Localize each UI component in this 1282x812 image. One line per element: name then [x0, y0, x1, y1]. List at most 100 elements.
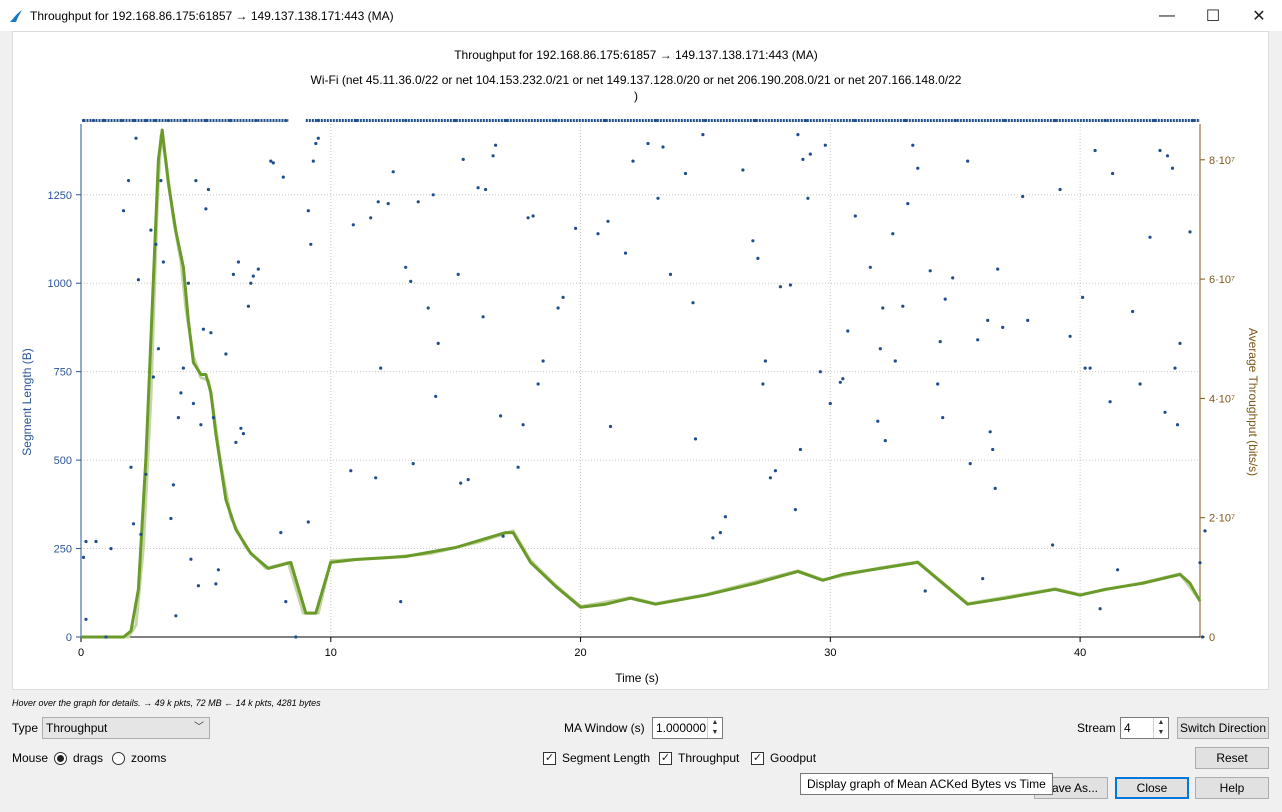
- drags-radio[interactable]: [54, 752, 67, 765]
- segment-point: [891, 232, 895, 236]
- throughput-checkbox[interactable]: ✓: [659, 752, 672, 765]
- segment-point: [976, 338, 980, 342]
- segment-point: [554, 118, 558, 123]
- segment-point: [561, 295, 565, 299]
- segment-point: [966, 159, 970, 163]
- segment-point: [434, 394, 438, 398]
- chevron-down-icon: ﹀: [194, 722, 204, 733]
- segment-point: [279, 531, 283, 535]
- segment-point: [109, 547, 113, 551]
- segment-point: [788, 283, 793, 287]
- segment-point: [306, 209, 310, 213]
- graph-title: Throughput for 192.168.86.175:61857 → 14…: [454, 48, 818, 62]
- spin-arrows-icon[interactable]: ▲ ▼: [707, 718, 722, 738]
- graph-subtitle-line2: ): [634, 89, 638, 103]
- ma-window-spinbox[interactable]: 1.000000 ▲ ▼: [652, 717, 723, 739]
- throughput-chart[interactable]: Throughput for 192.168.86.175:61857 → 14…: [13, 32, 1268, 689]
- segment-point: [981, 577, 985, 581]
- segment-point: [903, 118, 907, 123]
- stream-label: Stream: [1077, 721, 1116, 735]
- segment-point: [269, 159, 273, 163]
- segment-point: [391, 170, 395, 174]
- segment-point: [986, 318, 990, 322]
- segment-point: [1098, 607, 1102, 611]
- y-left-tick-label: 1250: [48, 190, 72, 202]
- segment-point: [91, 118, 96, 123]
- segment-point: [426, 306, 430, 310]
- segment-point: [623, 251, 628, 255]
- segment-point: [281, 175, 285, 179]
- segment-length-checkbox[interactable]: ✓: [543, 752, 556, 765]
- y-right-tick-label: 6·10⁷: [1209, 274, 1235, 286]
- segment-point: [923, 589, 927, 593]
- segment-point: [1203, 529, 1207, 533]
- close-window-button[interactable]: ✕: [1236, 0, 1282, 31]
- mouse-label: Mouse: [12, 751, 49, 765]
- segment-point: [556, 306, 560, 310]
- segment-point: [314, 141, 318, 146]
- segment-point: [701, 133, 705, 137]
- segment-point: [846, 329, 850, 333]
- zooms-radio[interactable]: [112, 752, 125, 765]
- segment-point: [216, 568, 220, 572]
- segment-point: [1153, 118, 1157, 123]
- y-left-tick-label: 250: [54, 544, 72, 556]
- segment-point: [1188, 230, 1192, 234]
- type-select[interactable]: Throughput ﹀: [42, 717, 210, 739]
- segment-point: [84, 539, 88, 544]
- segment-point: [951, 276, 955, 280]
- segment-point: [229, 118, 233, 123]
- y-right-tick-label: 8·10⁷: [1209, 155, 1235, 167]
- y-right-tick-label: 2·10⁷: [1209, 513, 1235, 525]
- switch-direction-button[interactable]: Switch Direction: [1177, 717, 1269, 739]
- minimize-button[interactable]: —: [1144, 0, 1190, 31]
- segment-point: [209, 331, 213, 335]
- segment-point: [431, 193, 435, 197]
- segment-point: [808, 152, 812, 156]
- stream-spinbox[interactable]: 4 ▲ ▼: [1120, 717, 1169, 739]
- segment-point: [1026, 318, 1030, 322]
- segment-point: [81, 555, 86, 560]
- segment-point: [768, 476, 773, 480]
- segment-point: [798, 447, 803, 452]
- segment-point: [126, 179, 131, 183]
- segment-point: [941, 416, 945, 420]
- segment-point: [481, 315, 485, 319]
- segment-point: [316, 136, 320, 140]
- segment-point: [801, 157, 805, 161]
- segment-point: [184, 118, 188, 123]
- graph-canvas[interactable]: Throughput for 192.168.86.175:61857 → 14…: [12, 31, 1269, 690]
- stream-spin-arrows-icon[interactable]: ▲ ▼: [1153, 718, 1168, 738]
- goodput-checkbox[interactable]: ✓: [751, 752, 764, 765]
- segment-point: [1198, 561, 1202, 565]
- segment-point: [1175, 423, 1180, 427]
- help-button[interactable]: Help: [1195, 777, 1269, 799]
- segment-point: [156, 347, 160, 351]
- close-button[interactable]: Close: [1115, 777, 1189, 799]
- segment-point: [668, 272, 673, 276]
- segment-point: [1131, 309, 1135, 314]
- segment-point: [206, 187, 210, 192]
- segment-point: [531, 214, 535, 218]
- segment-point: [741, 168, 745, 172]
- segment-point: [693, 437, 698, 441]
- maximize-button[interactable]: ☐: [1190, 0, 1236, 31]
- segment-point: [379, 366, 383, 370]
- segment-point: [1108, 400, 1112, 404]
- segment-point: [541, 359, 545, 363]
- segment-point: [596, 232, 600, 236]
- segment-point: [179, 391, 183, 395]
- segment-point: [154, 118, 158, 123]
- segment-point: [309, 242, 313, 246]
- segment-point: [526, 216, 530, 220]
- segment-point: [251, 274, 255, 278]
- segment-point: [996, 267, 1000, 271]
- segment-point: [853, 214, 857, 218]
- segment-point: [806, 196, 810, 200]
- segment-point: [144, 472, 148, 476]
- segment-point: [1021, 194, 1025, 199]
- radio-selected-dot: [57, 755, 64, 762]
- segment-point: [94, 539, 98, 544]
- reset-button[interactable]: Reset: [1195, 747, 1269, 769]
- segment-point: [1173, 366, 1177, 370]
